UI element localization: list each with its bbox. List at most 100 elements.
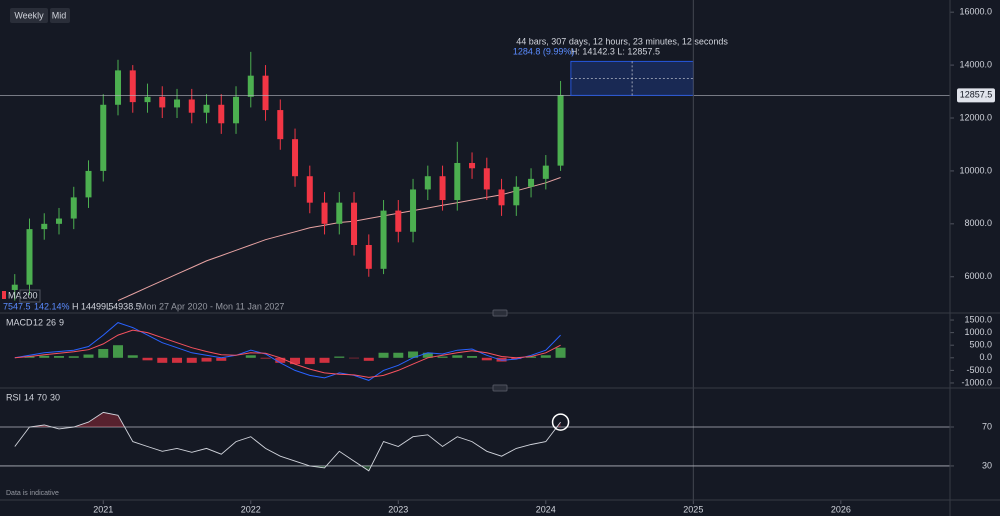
candle-body (439, 176, 446, 201)
histogram-bar (275, 357, 286, 363)
interval-button[interactable] (10, 8, 48, 23)
histogram-bar (511, 357, 522, 360)
disclaimer: Data is indicative (6, 490, 59, 497)
histogram-bar (113, 345, 124, 358)
macd-line (14, 329, 561, 378)
candle-body (11, 284, 18, 290)
candle-body (85, 170, 92, 198)
ma-stat: L 4938.5 (106, 301, 141, 311)
last-price-label: 12857.5 (960, 90, 993, 100)
macd-line (14, 322, 561, 381)
candle-body (395, 210, 402, 232)
y-tick-label: 70 (982, 421, 992, 431)
candle-body (100, 104, 107, 171)
candle-body (247, 75, 254, 97)
y-tick-label: 10000.0 (959, 165, 992, 175)
rsi-param: 70 (37, 392, 47, 402)
overbought-fill (14, 412, 561, 427)
histogram-bar (452, 355, 463, 358)
candle-body (513, 186, 520, 206)
histogram-bar (363, 357, 374, 361)
candle-body (56, 218, 63, 224)
histogram-bar (54, 356, 65, 358)
y-tick-label: 12000.0 (959, 112, 992, 122)
y-tick-label: 1000.0 (964, 327, 992, 337)
histogram-bar (127, 355, 138, 358)
histogram-bar (68, 356, 79, 358)
candle-body (292, 139, 299, 177)
source-button[interactable] (50, 8, 70, 23)
histogram-bar (216, 357, 227, 361)
candle-body (365, 245, 372, 269)
candle-body (336, 202, 343, 224)
histogram-bar (334, 356, 345, 358)
macd-legend-title: MACD (6, 317, 33, 327)
macd-param: 12 (33, 317, 43, 327)
histogram-bar (540, 355, 551, 358)
candle-body (321, 202, 328, 224)
histogram-bar (393, 352, 404, 358)
candle-body (129, 70, 136, 103)
candle-body (483, 168, 490, 190)
y-tick-label: 6000.0 (964, 271, 992, 281)
histogram-bar (201, 357, 212, 362)
histogram-bar (186, 357, 197, 363)
y-tick-label: 1500.0 (964, 314, 992, 324)
candle-body (233, 96, 240, 124)
candle-body (262, 75, 269, 111)
y-tick-label: -500.0 (966, 365, 992, 375)
x-tick-label: 2022 (241, 504, 261, 514)
candle-body (469, 162, 476, 169)
histogram-bar (496, 357, 507, 362)
y-tick-label: 30 (982, 460, 992, 470)
rsi-param: 30 (50, 392, 60, 402)
y-tick-label: 14000.0 (959, 59, 992, 69)
macd-param: 9 (59, 317, 64, 327)
candle-body (144, 96, 151, 103)
histogram-bar (172, 357, 183, 363)
ma-param-box[interactable] (19, 289, 41, 303)
histogram-bar (526, 356, 537, 358)
histogram-bar (39, 355, 50, 358)
y-tick-label: -1000.0 (961, 377, 992, 387)
y-tick-label: 8000.0 (964, 218, 992, 228)
histogram-bar (408, 351, 419, 358)
last-price-tag (957, 88, 995, 103)
histogram-bar (304, 357, 315, 365)
histogram-bar (481, 357, 492, 361)
histogram-bar (260, 357, 271, 359)
ma-stat: H 14499.5 (72, 301, 114, 311)
x-tick-label: 2023 (388, 504, 408, 514)
x-tick-label: 2024 (536, 504, 556, 514)
macd-param: 26 (46, 317, 56, 327)
ma-stat: 142.14% (34, 301, 70, 311)
rsi-line (14, 411, 561, 472)
ma-legend-name: MA (8, 290, 22, 300)
histogram-bar (157, 357, 168, 363)
rsi-param: 14 (24, 392, 34, 402)
candle-body (306, 176, 313, 203)
pane-handle[interactable] (492, 309, 508, 317)
highlight-ring (551, 413, 570, 431)
histogram-bar (349, 357, 360, 359)
candle-body (26, 229, 33, 285)
measure-change: 1284.8 (9.99%) (513, 47, 575, 57)
pane-handle[interactable] (492, 384, 508, 392)
histogram-bar (290, 357, 301, 365)
candle-body (115, 70, 122, 105)
measure-summary: 44 bars, 307 days, 12 hours, 23 minutes,… (516, 37, 728, 47)
interval-label: Weekly (14, 10, 44, 20)
candle-body (203, 104, 210, 113)
ma-swatch (2, 291, 6, 299)
y-tick-label: 0.0 (979, 352, 992, 362)
rsi-legend-title: RSI (6, 392, 21, 402)
candle-body (528, 178, 535, 187)
candle-body (410, 189, 417, 232)
source-label: Mid (52, 10, 67, 20)
histogram-bar (245, 355, 256, 358)
histogram-bar (319, 357, 330, 363)
plot-layer: 44 bars, 307 days, 12 hours, 23 minutes,… (0, 0, 954, 504)
histogram-bar (555, 347, 566, 358)
